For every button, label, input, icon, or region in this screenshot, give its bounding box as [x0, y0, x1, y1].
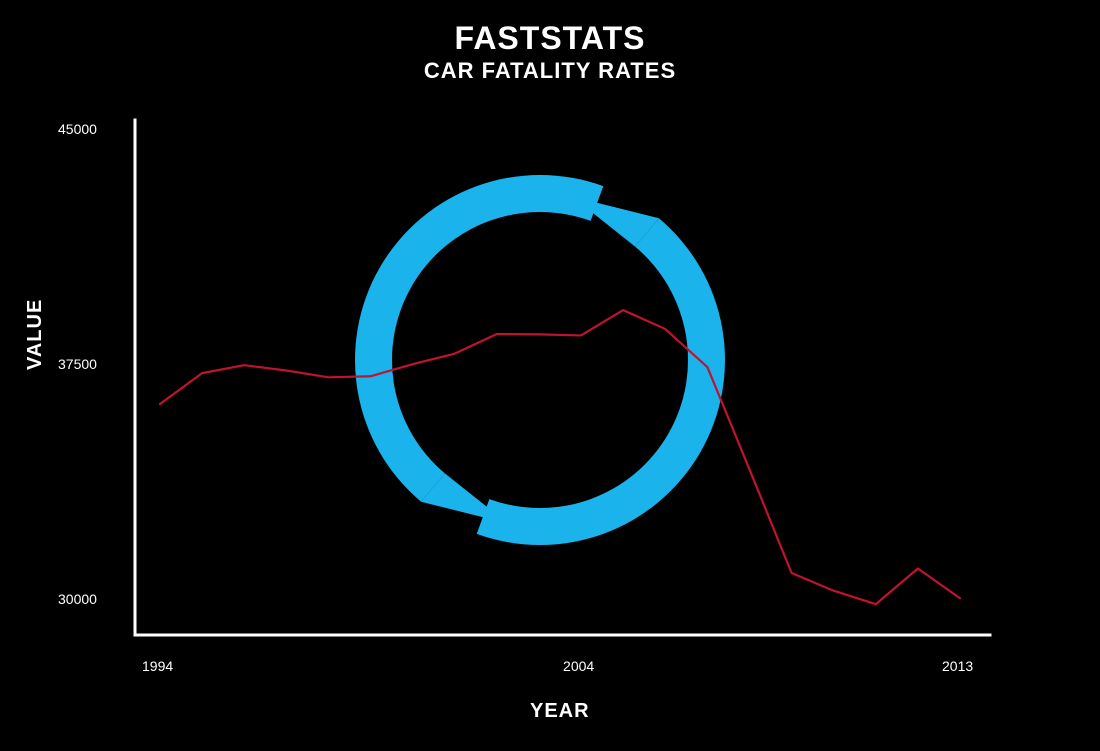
y-tick-label: 37500 — [58, 356, 123, 372]
y-tick-label: 30000 — [58, 591, 123, 607]
x-tick-label: 2013 — [942, 658, 973, 674]
title-sub: CAR FATALITY RATES — [0, 60, 1100, 82]
chart-layer — [0, 0, 1100, 751]
y-axis-label: VALUE — [24, 299, 47, 370]
x-axis-label: YEAR — [530, 700, 590, 723]
x-tick-label: 2004 — [563, 658, 594, 674]
title-main: FASTSTATS — [0, 22, 1100, 54]
chart-stage: FASTSTATS CAR FATALITY RATES YEAR VALUE … — [0, 0, 1100, 751]
y-tick-label: 45000 — [58, 121, 123, 137]
title-block: FASTSTATS CAR FATALITY RATES — [0, 22, 1100, 82]
x-tick-label: 1994 — [142, 658, 173, 674]
